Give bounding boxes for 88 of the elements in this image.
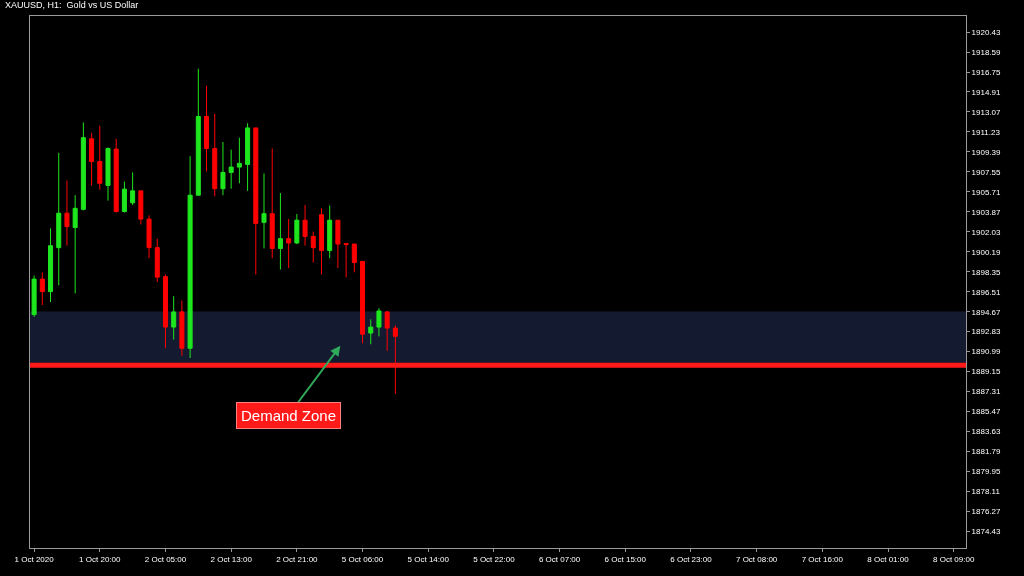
y-tick-label: 1890.99 [971,347,1002,357]
y-tick-label: 1898.35 [971,267,1002,277]
candlestick [171,295,177,341]
x-tick-label: 1 Oct 20:00 [79,554,122,564]
candlestick [294,213,300,245]
y-tick-label: 1889.15 [971,367,1002,377]
candlestick [318,207,324,275]
candlestick [368,318,374,345]
x-tick-label: 1 Oct 2020 [14,554,55,564]
candlestick [384,310,390,352]
y-tick-label: 1892.83 [971,327,1002,337]
y-tick-label: 1902.03 [971,227,1002,237]
candlestick [48,227,54,303]
y-tick-label: 1894.67 [971,307,1002,317]
y-tick-label: 1916.75 [971,67,1002,77]
candlestick [146,214,152,259]
candlestick [392,324,398,395]
x-tick-label: 7 Oct 16:00 [801,554,844,564]
x-tick-label: 6 Oct 15:00 [604,554,647,564]
candlestick [253,127,259,275]
chart-title: XAUUSD, H1: Gold vs US Dollar [5,0,139,11]
candlestick [187,155,193,359]
y-tick-label: 1909.39 [971,147,1002,157]
candlestick [39,271,45,306]
y-tick-label: 1883.63 [971,427,1002,437]
candlestick [154,238,160,283]
y-tick-label: 1905.71 [971,187,1002,197]
candlestick [130,171,136,206]
candlestick [228,149,234,190]
candlestick [236,137,242,184]
annotation: Demand Zone [241,407,337,424]
candlestick [113,138,119,214]
candlestick [97,125,103,191]
candlestick [245,122,251,192]
candlestick [80,121,86,211]
candlestick [335,219,341,269]
candlestick [56,152,62,286]
candlestick [204,85,210,172]
x-tick-label: 2 Oct 13:00 [210,554,253,564]
x-tick-label: 6 Oct 23:00 [670,554,713,564]
x-tick-label: 7 Oct 08:00 [735,554,778,564]
candlestick [212,113,218,197]
y-tick-label: 1911.23 [971,127,1001,137]
y-tick-label: 1879.95 [971,467,1002,477]
y-tick-label: 1920.43 [971,27,1002,37]
y-tick-label: 1874.43 [971,527,1002,537]
x-tick-label: 8 Oct 09:00 [933,554,975,564]
candlestick [277,192,283,271]
candlestick [121,181,127,214]
candlestick [376,307,382,337]
candlestick [360,260,366,344]
candlestick [64,180,70,247]
y-tick-label: 1896.51 [971,287,1002,297]
x-tick-label: 5 Oct 14:00 [407,554,450,564]
candlestick [72,194,78,294]
x-tick-label: 2 Oct 05:00 [144,554,187,564]
x-tick-label: 2 Oct 21:00 [276,554,319,564]
y-tick-label: 1876.27 [971,507,1002,517]
candlestick [162,273,168,349]
y-tick-label: 1914.91 [971,87,1002,97]
x-tick-label: 6 Oct 07:00 [538,554,581,564]
y-tick-label: 1903.87 [971,207,1002,217]
candlestick [327,205,333,259]
y-tick-label: 1913.07 [971,107,1002,117]
candlestick [302,204,308,247]
candlestick [286,218,292,269]
y-tick-label: 1918.59 [971,47,1002,57]
candlestick [31,275,37,318]
y-tick-label: 1878.11 [971,487,1001,497]
y-tick-label: 1907.55 [971,167,1002,177]
candlestick [351,243,357,273]
candlestick [195,68,201,196]
x-tick-label: 5 Oct 22:00 [473,554,516,564]
candlestick [310,231,316,264]
y-tick-label: 1887.31 [971,387,1002,397]
candlestick [89,132,95,186]
y-tick-label: 1885.47 [971,407,1002,417]
y-tick-label: 1881.79 [971,447,1002,457]
candlestick [105,146,111,202]
candlestick [220,141,226,196]
x-tick-label: 5 Oct 06:00 [341,554,384,564]
candlestick [138,190,144,226]
candlestick [269,148,275,259]
y-tick-label: 1900.19 [971,247,1002,257]
candlestick [179,300,185,357]
x-tick-label: 8 Oct 01:00 [867,554,910,564]
candlestick [343,242,349,278]
candlestick [261,173,267,249]
